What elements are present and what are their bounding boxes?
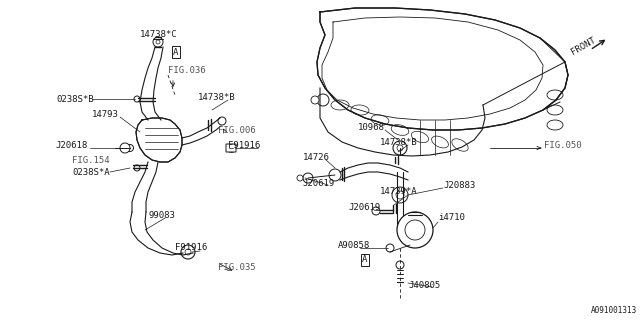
Text: i4710: i4710 bbox=[438, 213, 465, 222]
Circle shape bbox=[303, 173, 313, 183]
Text: 14726: 14726 bbox=[303, 153, 330, 162]
Text: A091001313: A091001313 bbox=[591, 306, 637, 315]
Text: 0238S*B: 0238S*B bbox=[56, 94, 93, 103]
Circle shape bbox=[185, 249, 191, 255]
Circle shape bbox=[127, 145, 134, 151]
Ellipse shape bbox=[452, 139, 468, 151]
Text: FIG.035: FIG.035 bbox=[218, 263, 255, 273]
Text: 14793: 14793 bbox=[92, 109, 119, 118]
Circle shape bbox=[396, 191, 404, 199]
Circle shape bbox=[181, 245, 195, 259]
Text: 14738*C: 14738*C bbox=[140, 29, 178, 38]
Text: J20618: J20618 bbox=[55, 140, 87, 149]
Text: 14738*B: 14738*B bbox=[380, 138, 418, 147]
Circle shape bbox=[397, 212, 433, 248]
Circle shape bbox=[134, 96, 140, 102]
Text: J20619: J20619 bbox=[302, 179, 334, 188]
Ellipse shape bbox=[371, 115, 389, 125]
Circle shape bbox=[153, 37, 163, 47]
Circle shape bbox=[120, 143, 130, 153]
Circle shape bbox=[297, 175, 303, 181]
Text: FIG.006: FIG.006 bbox=[218, 125, 255, 134]
Text: 14738*B: 14738*B bbox=[198, 92, 236, 101]
Text: 10968: 10968 bbox=[358, 123, 385, 132]
Ellipse shape bbox=[391, 124, 409, 135]
Ellipse shape bbox=[547, 105, 563, 115]
Circle shape bbox=[218, 117, 226, 125]
Ellipse shape bbox=[331, 100, 349, 110]
Ellipse shape bbox=[547, 120, 563, 130]
Text: FIG.036: FIG.036 bbox=[168, 66, 205, 75]
FancyBboxPatch shape bbox=[226, 144, 236, 152]
Text: FIG.050: FIG.050 bbox=[544, 140, 582, 149]
Text: J20883: J20883 bbox=[443, 180, 476, 189]
Text: F91916: F91916 bbox=[175, 244, 207, 252]
Text: FIG.154: FIG.154 bbox=[72, 156, 109, 164]
Text: A: A bbox=[362, 255, 368, 265]
Circle shape bbox=[397, 145, 403, 151]
Circle shape bbox=[396, 261, 404, 269]
Circle shape bbox=[156, 40, 160, 44]
Circle shape bbox=[386, 244, 394, 252]
Circle shape bbox=[134, 165, 140, 171]
Ellipse shape bbox=[412, 132, 429, 143]
Text: A: A bbox=[173, 47, 179, 57]
Circle shape bbox=[393, 141, 407, 155]
Text: F91916: F91916 bbox=[228, 140, 260, 149]
Circle shape bbox=[392, 187, 408, 203]
Text: 14739*A: 14739*A bbox=[380, 188, 418, 196]
Circle shape bbox=[317, 94, 329, 106]
Ellipse shape bbox=[547, 90, 563, 100]
Ellipse shape bbox=[351, 105, 369, 115]
Text: J40805: J40805 bbox=[408, 281, 440, 290]
Circle shape bbox=[372, 207, 380, 215]
Text: J20619: J20619 bbox=[348, 204, 380, 212]
Polygon shape bbox=[317, 8, 568, 130]
Text: 99083: 99083 bbox=[148, 211, 175, 220]
Circle shape bbox=[405, 220, 425, 240]
Polygon shape bbox=[136, 118, 182, 162]
Text: FRONT: FRONT bbox=[570, 36, 598, 57]
Circle shape bbox=[329, 169, 341, 181]
Ellipse shape bbox=[431, 136, 449, 148]
Text: A90858: A90858 bbox=[338, 241, 371, 250]
Circle shape bbox=[311, 96, 319, 104]
Text: 0238S*A: 0238S*A bbox=[72, 167, 109, 177]
